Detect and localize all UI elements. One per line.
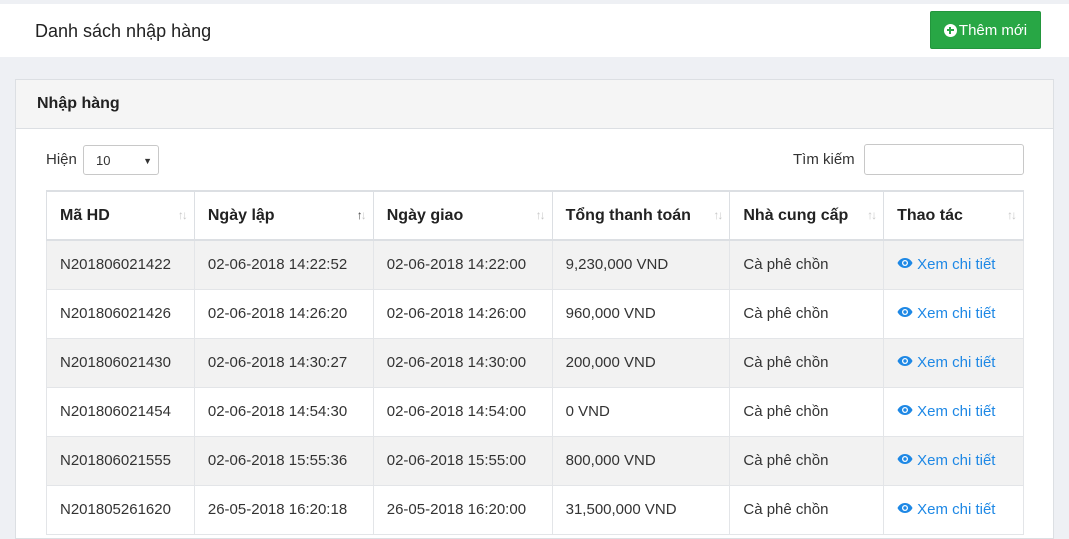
cell-code: N201805261620: [46, 484, 195, 535]
view-detail-label: Xem chi tiết: [917, 256, 996, 274]
view-detail-label: Xem chi tiết: [917, 452, 996, 469]
sort-icon: ↑↓: [713, 208, 723, 222]
cell-created: 02-06-2018 14:30:27: [193, 337, 374, 388]
cell-total: 800,000 VND: [551, 435, 731, 486]
cell-delivered: 02-06-2018 15:55:00: [372, 435, 553, 486]
plus-circle-icon: [943, 23, 957, 37]
cell-code: N201806021422: [46, 239, 195, 290]
cell-supplier: Cà phê chồn: [729, 484, 885, 535]
table-row: N201806021422 02-06-2018 14:22:52 02-06-20…: [46, 239, 1024, 290]
sort-icon: ↑↓: [177, 208, 188, 222]
eye-icon: [897, 501, 913, 518]
cell-delivered: 02-06-2018 14:30:00: [372, 337, 553, 388]
cell-total: 960,000 VND: [551, 288, 731, 339]
view-detail-link[interactable]: Xem chi tiết: [897, 403, 995, 420]
column-header-total[interactable]: Tổng thanh toán ↑↓: [551, 190, 731, 241]
table-header-row: Mã HD ↑↓ Ngày lập ↑↓ Ngày giao ↑↓ Tổng t…: [46, 190, 1024, 241]
view-detail-label: Xem chi tiết: [917, 403, 996, 420]
cell-code: N201806021426: [46, 288, 195, 339]
column-header-supplier[interactable]: Nhà cung cấp ↑↓: [729, 190, 885, 241]
top-bar: Danh sách nhập hàng Thêm mới: [0, 4, 1069, 57]
panel-title: Nhập hàng: [37, 95, 120, 112]
column-header-action[interactable]: Thao tác ↑↓: [883, 190, 1024, 241]
table-row: N201806021555 02-06-2018 15:55:36 02-06-20…: [46, 435, 1024, 486]
view-detail-link[interactable]: Xem chi tiết: [897, 501, 995, 518]
column-header-label: Thao tác: [897, 206, 963, 224]
cell-total: 200,000 VND: [551, 337, 731, 388]
cell-supplier: Cà phê chồn: [729, 239, 885, 290]
table-row: N201806021454 02-06-2018 14:54:30 02-06-20…: [46, 386, 1024, 437]
view-detail-link[interactable]: Xem chi tiết: [897, 452, 995, 469]
cell-supplier: Cà phê chồn: [729, 435, 885, 486]
column-header-delivered[interactable]: Ngày giao ↑↓: [372, 190, 553, 241]
search-input[interactable]: [864, 144, 1024, 175]
column-header-label: Tổng thanh toán: [565, 206, 691, 224]
sort-icon: ↑↓: [1007, 208, 1017, 222]
cell-created: 02-06-2018 14:54:30: [193, 386, 374, 437]
cell-delivered: 26-05-2018 16:20:00: [372, 484, 553, 535]
eye-icon: [897, 256, 913, 273]
column-header-created[interactable]: Ngày lập ↑↓: [193, 190, 374, 241]
cell-action: Xem chi tiết: [883, 386, 1024, 437]
sort-icon: ↑↓: [535, 208, 546, 222]
page-length-value: 10: [96, 152, 111, 168]
cell-supplier: Cà phê chồn: [729, 386, 885, 437]
cell-created: 26-05-2018 16:20:18: [193, 484, 374, 535]
cell-total: 9,230,000 VND: [551, 239, 731, 290]
page-length-label: Hiện: [46, 151, 77, 168]
cell-action: Xem chi tiết: [883, 239, 1024, 290]
view-detail-label: Xem chi tiết: [917, 501, 996, 518]
page-length-select[interactable]: 10 ▼: [83, 145, 159, 175]
eye-icon: [897, 354, 913, 371]
caret-down-icon: ▼: [143, 156, 152, 166]
view-detail-link[interactable]: Xem chi tiết: [897, 256, 995, 273]
eye-icon: [897, 305, 913, 322]
cell-created: 02-06-2018 14:22:52: [193, 239, 374, 290]
cell-total: 0 VND: [551, 386, 731, 437]
cell-supplier: Cà phê chồn: [729, 337, 885, 388]
column-header-label: Mã HD: [60, 206, 110, 224]
add-new-button[interactable]: Thêm mới: [930, 11, 1041, 49]
cell-action: Xem chi tiết: [883, 288, 1024, 339]
cell-total: 31,500,000 VND: [551, 484, 731, 535]
cell-action: Xem chi tiết: [883, 337, 1024, 388]
column-header-label: Ngày lập: [207, 206, 275, 224]
table-row: N201805261620 26-05-2018 16:20:18 26-05-20…: [46, 484, 1024, 535]
cell-code: N201806021430: [46, 337, 195, 388]
sort-ascending-icon: ↑↓: [356, 208, 367, 222]
view-detail-link[interactable]: Xem chi tiết: [897, 305, 995, 322]
column-header-label: Nhà cung cấp: [743, 206, 849, 224]
search-label: Tìm kiếm: [793, 151, 855, 168]
cell-code: N201806021454: [46, 386, 195, 437]
panel-header: Nhập hàng: [16, 80, 1053, 129]
cell-delivered: 02-06-2018 14:26:00: [372, 288, 553, 339]
cell-created: 02-06-2018 14:26:20: [193, 288, 374, 339]
column-header-label: Ngày giao: [386, 206, 464, 224]
table-row: N201806021426 02-06-2018 14:26:20 02-06-20…: [46, 288, 1024, 339]
view-detail-label: Xem chi tiết: [917, 305, 996, 322]
view-detail-label: Xem chi tiết: [917, 354, 996, 371]
sort-icon: ↑↓: [867, 208, 877, 222]
import-panel: Nhập hàng Hiện 10 ▼ Tìm kiếm Mã HD ↑↓ Ng…: [15, 79, 1054, 539]
cell-created: 02-06-2018 15:55:36: [193, 435, 374, 486]
table-row: N201806021430 02-06-2018 14:30:27 02-06-20…: [46, 337, 1024, 388]
cell-supplier: Cà phê chồn: [729, 288, 885, 339]
cell-delivered: 02-06-2018 14:54:00: [372, 386, 553, 437]
column-header-code[interactable]: Mã HD ↑↓: [46, 190, 195, 241]
cell-delivered: 02-06-2018 14:22:00: [372, 239, 553, 290]
cell-action: Xem chi tiết: [883, 484, 1024, 535]
cell-code: N201806021555: [46, 435, 195, 486]
add-new-button-label: Thêm mới: [958, 21, 1028, 39]
eye-icon: [897, 403, 913, 420]
import-table: Mã HD ↑↓ Ngày lập ↑↓ Ngày giao ↑↓ Tổng t…: [46, 190, 1024, 535]
view-detail-link[interactable]: Xem chi tiết: [897, 354, 995, 371]
eye-icon: [897, 452, 913, 469]
page-title: Danh sách nhập hàng: [35, 21, 212, 41]
cell-action: Xem chi tiết: [883, 435, 1024, 486]
